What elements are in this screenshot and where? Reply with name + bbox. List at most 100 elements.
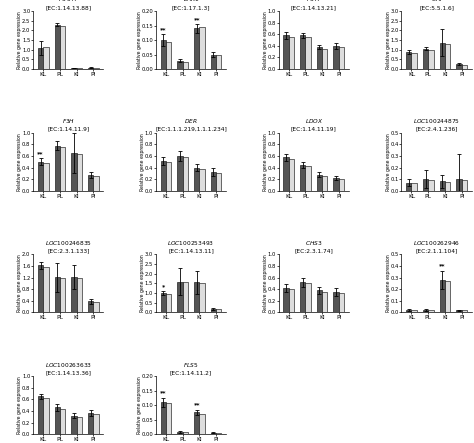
Bar: [88, 301, 93, 312]
Bar: [334, 46, 339, 69]
Bar: [43, 267, 48, 312]
Y-axis label: Relative gene expression: Relative gene expression: [140, 255, 145, 312]
Bar: [182, 432, 188, 434]
Bar: [166, 294, 171, 312]
Bar: [339, 179, 344, 191]
Bar: [161, 161, 166, 191]
Bar: [182, 62, 188, 69]
Bar: [177, 432, 182, 434]
Bar: [177, 282, 182, 312]
Bar: [166, 42, 171, 69]
Bar: [428, 180, 434, 191]
Bar: [93, 302, 99, 312]
Bar: [194, 412, 200, 434]
Bar: [462, 65, 467, 69]
Bar: [161, 293, 166, 312]
Y-axis label: Relative gene expression: Relative gene expression: [263, 11, 268, 69]
Bar: [406, 183, 411, 191]
Bar: [439, 43, 445, 69]
Bar: [216, 433, 221, 434]
Bar: [439, 280, 445, 312]
Bar: [305, 166, 311, 191]
Bar: [411, 311, 417, 312]
Bar: [462, 311, 467, 312]
Bar: [456, 310, 462, 312]
Y-axis label: Relative gene expression: Relative gene expression: [386, 133, 391, 190]
Bar: [300, 282, 305, 312]
Bar: [334, 178, 339, 191]
Bar: [283, 35, 289, 69]
Bar: [456, 179, 462, 191]
Title: $\it{LOC100263633}$
[EC:1.14.13.36]: $\it{LOC100263633}$ [EC:1.14.13.36]: [45, 361, 92, 375]
Bar: [211, 54, 216, 69]
Bar: [182, 283, 188, 312]
Y-axis label: Relative gene expression: Relative gene expression: [263, 255, 268, 312]
Bar: [71, 416, 77, 434]
Bar: [300, 165, 305, 191]
Bar: [166, 162, 171, 191]
Bar: [60, 278, 65, 312]
Y-axis label: Relative gene expression: Relative gene expression: [386, 11, 391, 69]
Bar: [216, 173, 221, 191]
Bar: [43, 398, 48, 434]
Bar: [88, 175, 93, 191]
Bar: [161, 40, 166, 69]
Bar: [305, 37, 311, 69]
Y-axis label: Relative gene expression: Relative gene expression: [263, 133, 268, 190]
Title: $\it{DER}$
[EC:1.1.1.219,1.1.1.234]: $\it{DER}$ [EC:1.1.1.219,1.1.1.234]: [155, 117, 227, 132]
Bar: [423, 49, 428, 69]
Bar: [161, 402, 166, 434]
Bar: [71, 68, 77, 69]
Text: **: **: [160, 27, 166, 32]
Title: $\it{LOC100246835}$
[EC:2.3.1.133]: $\it{LOC100246835}$ [EC:2.3.1.133]: [45, 239, 92, 253]
Title: $\it{F3′5′H}$
[EC:1.14.13.88]: $\it{F3′5′H}$ [EC:1.14.13.88]: [45, 0, 91, 10]
Bar: [194, 167, 200, 191]
Bar: [60, 147, 65, 191]
Bar: [177, 61, 182, 69]
Bar: [423, 179, 428, 191]
Bar: [428, 50, 434, 69]
Text: **: **: [37, 151, 44, 156]
Bar: [462, 180, 467, 191]
Bar: [93, 176, 99, 191]
Text: **: **: [439, 264, 446, 268]
Bar: [60, 408, 65, 434]
Bar: [428, 311, 434, 312]
Bar: [55, 146, 60, 191]
Bar: [77, 278, 82, 312]
Bar: [88, 68, 93, 69]
Bar: [322, 49, 328, 69]
Y-axis label: Relative gene expression: Relative gene expression: [386, 255, 391, 312]
Bar: [77, 68, 82, 69]
Bar: [216, 55, 221, 69]
Bar: [38, 396, 43, 434]
Bar: [93, 414, 99, 434]
Bar: [439, 182, 445, 191]
Bar: [289, 159, 294, 191]
Bar: [283, 157, 289, 191]
Bar: [406, 310, 411, 312]
Bar: [38, 48, 43, 69]
Bar: [194, 28, 200, 69]
Bar: [194, 283, 200, 312]
Y-axis label: Relative gene expression: Relative gene expression: [140, 133, 145, 190]
Title: $\it{LOC100244875}$
[EC:2.4.1.236]: $\it{LOC100244875}$ [EC:2.4.1.236]: [413, 117, 460, 132]
Title: $\it{CHI}$
[EC:5.5.1.6]: $\it{CHI}$ [EC:5.5.1.6]: [419, 0, 454, 10]
Bar: [43, 163, 48, 191]
Bar: [423, 310, 428, 312]
Text: **: **: [193, 402, 200, 407]
Bar: [339, 47, 344, 69]
Title: $\it{CHS3}$
[EC:2.3.1.74]: $\it{CHS3}$ [EC:2.3.1.74]: [294, 239, 333, 253]
Bar: [177, 156, 182, 191]
Bar: [77, 417, 82, 434]
Title: $\it{FLS5}$
[EC:1.14.11.2]: $\it{FLS5}$ [EC:1.14.11.2]: [170, 361, 212, 375]
Y-axis label: Relative gene expression: Relative gene expression: [18, 11, 22, 69]
Title: $\it{LAR1}$
[EC:1.17.1.3]: $\it{LAR1}$ [EC:1.17.1.3]: [172, 0, 210, 10]
Bar: [211, 433, 216, 434]
Bar: [200, 284, 205, 312]
Title: $\it{F3H}$
[EC:1.14.11.9]: $\it{F3H}$ [EC:1.14.11.9]: [47, 117, 90, 132]
Title: $\it{F3′H}$
[EC:1.14.13.21]: $\it{F3′H}$ [EC:1.14.13.21]: [291, 0, 337, 10]
Title: $\it{LOC100262946}$
[EC:2.1.1.104]: $\it{LOC100262946}$ [EC:2.1.1.104]: [413, 239, 460, 253]
Bar: [305, 284, 311, 312]
Y-axis label: Relative gene expression: Relative gene expression: [18, 376, 22, 434]
